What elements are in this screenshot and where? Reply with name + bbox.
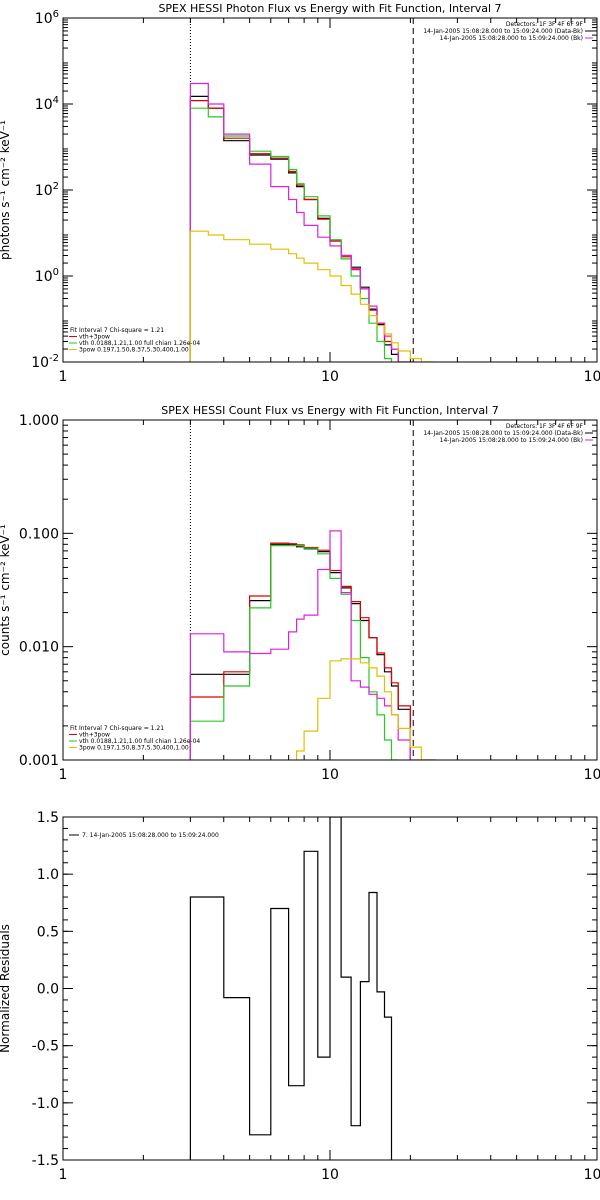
series-yellow-4: [189, 230, 437, 362]
x-tick-label: 10: [321, 369, 339, 385]
legend-right-text: Detectors: 1F 3F 4F 6F 9F: [506, 423, 584, 430]
y-tick-label: 106: [35, 9, 59, 27]
legend-left-text: 7. 14-Jan-2005 15:08:28.000 to 15:09:24.…: [82, 832, 219, 839]
y-tick-label: 0.100: [19, 526, 59, 542]
chart-title: SPEX HESSI Count Flux vs Energy with Fit…: [161, 404, 498, 417]
x-tick-label: 10: [321, 1167, 339, 1183]
legend-left-text: Fit Interval 7 Chi-square = 1.21: [70, 725, 164, 732]
plot-frame: [62, 419, 598, 761]
y-tick-label-base: 10: [35, 97, 53, 113]
y-tick-label: 0.0: [37, 982, 59, 998]
chart-title: SPEX HESSI Photon Flux vs Energy with Fi…: [158, 2, 501, 15]
x-tick-label: 1: [59, 767, 68, 783]
plot-frame: [62, 17, 598, 363]
legend-left-text: Fit Interval 7 Chi-square = 1.21: [70, 327, 164, 334]
y-tick-label-exponent: 6: [53, 9, 59, 20]
y-tick-label-exponent: 0: [53, 267, 59, 278]
y-axis-label: photons s⁻¹ cm⁻² keV⁻¹: [0, 120, 12, 260]
legend-left-text: vth 0.0188,1.21,1.00 full chian 1.26e-04: [79, 340, 200, 347]
y-tick-label-exponent: -2: [49, 353, 59, 364]
photon-flux-panel: SPEX HESSI Photon Flux vs Energy with Fi…: [0, 2, 600, 385]
y-tick-label: 10-2: [31, 353, 59, 371]
y-tick-label-exponent: 2: [53, 181, 59, 192]
y-tick-label: -1.0: [32, 1096, 59, 1112]
legend-right-text: Detectors: 1F 3F 4F 6F 9F: [506, 21, 584, 28]
legend-left-text: 3pow 0.197,1.50,8.37,5.30,400,1.00: [79, 347, 189, 354]
legend-left-text: vth+3pow: [79, 334, 110, 341]
y-axis-label: counts s⁻¹ cm⁻² keV⁻¹: [0, 524, 12, 656]
y-tick-label: 0.5: [37, 924, 59, 940]
y-tick-label: 1.5: [37, 810, 59, 826]
series-green-2: [189, 107, 393, 362]
y-tick-label-base: 10: [35, 11, 53, 27]
legend-left-text: vth 0.0188,1.21,1.00 full chian 1.26e-04: [79, 738, 200, 745]
y-tick-label: 0.010: [19, 640, 59, 656]
legend-left-text: 3pow 0.197,1.50,8.37,5.30,400,1.00: [79, 745, 189, 752]
y-tick-label: 104: [35, 95, 59, 113]
series-black-0: [189, 817, 393, 1160]
series-yellow-4: [296, 658, 437, 760]
y-axis-label: Normalized Residuals: [0, 924, 12, 1053]
series-group: [189, 817, 393, 1160]
y-tick-label-exponent: 4: [53, 95, 59, 106]
y-tick-label-base: 10: [35, 183, 53, 199]
y-tick-label: 1.000: [19, 413, 59, 429]
series-magenta-3: [189, 82, 399, 362]
legend-right-text: 14-Jan-2005 15:08:28.000 to 15:09:24.000…: [423, 430, 583, 437]
y-tick-label-base: 10: [31, 355, 49, 371]
y-tick-label-base: 10: [35, 269, 53, 285]
legend-right-text: 14-Jan-2005 15:08:28.000 to 15:09:24.000…: [440, 35, 583, 42]
legend-right-text: 14-Jan-2005 15:08:28.000 to 15:09:24.000…: [440, 437, 583, 444]
series-magenta-3: [189, 530, 437, 760]
y-tick-label: -1.5: [32, 1153, 59, 1169]
y-tick-label: 100: [35, 267, 59, 285]
y-tick-label: -0.5: [32, 1039, 59, 1055]
y-tick-label: 0.001: [19, 753, 59, 769]
series-red-1: [189, 542, 411, 760]
x-tick-label: 100: [584, 1167, 600, 1183]
y-tick-label: 1.0: [37, 867, 59, 883]
y-tick-label: 102: [35, 181, 59, 199]
x-tick-label: 1: [59, 369, 68, 385]
series-group: [189, 530, 437, 760]
legend-left-text: vth+3pow: [79, 732, 110, 739]
x-tick-label: 100: [584, 767, 600, 783]
residuals-panel: Normalized Residuals 1 10 100 -1.5 -1.0 -0.5 0.…: [0, 810, 600, 1183]
count-flux-panel: SPEX HESSI Count Flux vs Energy with Fit…: [0, 404, 600, 783]
x-tick-label: 1: [59, 1167, 68, 1183]
legend-right-text: 14-Jan-2005 15:08:28.000 to 15:09:24.000…: [423, 28, 583, 35]
x-tick-label: 100: [584, 369, 600, 385]
plot-frame: [62, 816, 598, 1161]
series-green-2: [189, 545, 399, 760]
x-tick-label: 10: [321, 767, 339, 783]
series-black-0: [189, 95, 399, 362]
series-group: [189, 82, 437, 362]
